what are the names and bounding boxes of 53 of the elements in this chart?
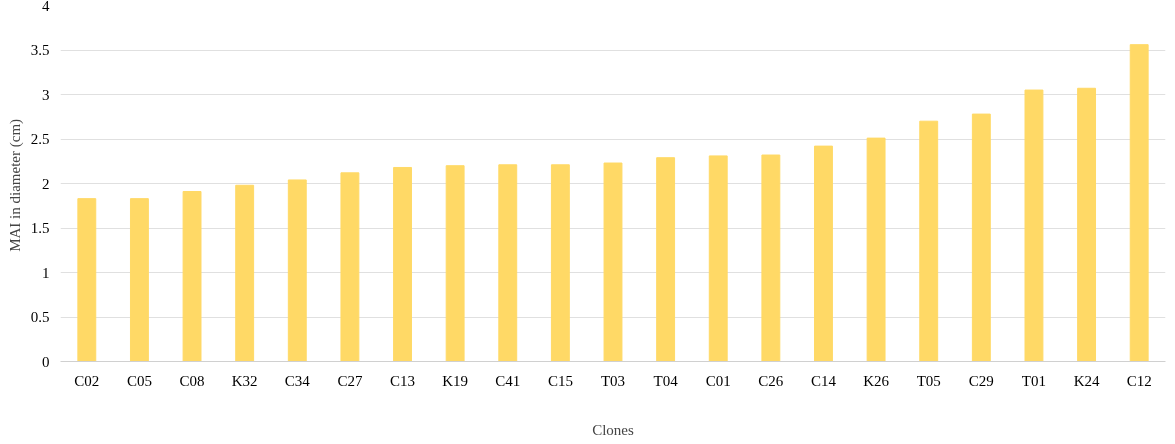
y-tick-label: 3.5 xyxy=(30,42,50,58)
x-tick-label: C29 xyxy=(968,372,994,389)
x-axis-title: Clones xyxy=(592,421,634,438)
bar xyxy=(971,113,991,362)
x-tick-label: T04 xyxy=(653,372,679,389)
y-tick-label: 1 xyxy=(42,264,50,281)
x-tick-label: K24 xyxy=(1073,372,1100,389)
y-tick-label: 1.5 xyxy=(30,220,50,236)
bar xyxy=(340,172,360,362)
y-tick-label: 2 xyxy=(42,175,50,192)
bar xyxy=(866,137,886,362)
bar xyxy=(129,198,149,362)
bar xyxy=(445,165,465,362)
bar xyxy=(77,198,97,362)
x-tick-label: K26 xyxy=(863,372,890,389)
bar xyxy=(708,155,728,362)
x-tick-label: C34 xyxy=(284,372,311,389)
bar xyxy=(393,166,412,362)
x-tick-label: C26 xyxy=(758,372,784,389)
x-tick-label: C13 xyxy=(390,372,416,389)
bar xyxy=(182,191,202,362)
y-tick-label: 0.5 xyxy=(30,309,50,325)
x-tick-label: K19 xyxy=(442,372,469,389)
bar xyxy=(814,145,833,362)
x-tick-label: T05 xyxy=(916,372,941,389)
y-tick-label: 2.5 xyxy=(30,131,50,147)
bar xyxy=(550,164,570,362)
x-tick-label: C02 xyxy=(74,372,100,389)
y-tick-label: 4 xyxy=(42,0,50,14)
y-tick-label: 0 xyxy=(42,353,50,370)
x-tick-label: C14 xyxy=(810,372,837,389)
bar xyxy=(287,179,307,362)
bar xyxy=(656,157,676,362)
bar xyxy=(1129,44,1149,362)
x-tick-label: T03 xyxy=(600,372,626,389)
x-tick-label: C12 xyxy=(1126,372,1152,389)
x-tick-label: C08 xyxy=(179,372,205,389)
bar xyxy=(919,120,939,362)
x-tick-label: C15 xyxy=(547,372,573,389)
x-tick-label: C41 xyxy=(495,372,521,389)
bar xyxy=(1077,87,1097,362)
x-tick-label: C01 xyxy=(705,372,731,389)
bar xyxy=(761,154,781,362)
y-tick-label: 3 xyxy=(42,86,50,103)
x-tick-label: K32 xyxy=(231,372,258,389)
x-tick-label: C05 xyxy=(126,372,152,389)
bar xyxy=(603,162,623,362)
y-axis-title: MAI in diameter (cm) xyxy=(6,118,24,252)
bar xyxy=(235,184,255,362)
x-tick-label: C27 xyxy=(337,372,363,389)
x-tick-label: T01 xyxy=(1021,372,1047,389)
bar xyxy=(498,164,518,362)
bar xyxy=(1024,89,1044,362)
